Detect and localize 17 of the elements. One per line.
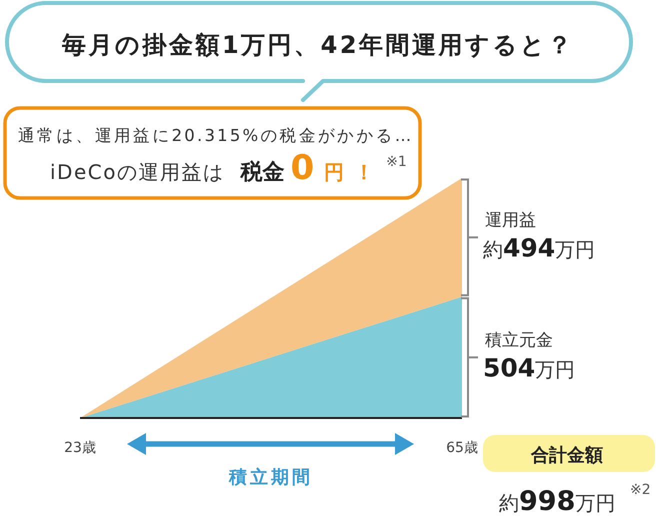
series-name: 積立元金 — [485, 330, 553, 350]
annotation: 合計金額 — [531, 445, 603, 466]
annotation: 約998万円 — [499, 486, 616, 517]
annotation: 税金 — [240, 160, 284, 185]
series-name: 運用益 — [485, 210, 536, 230]
value-label: 504万円 — [483, 353, 576, 382]
annotation: 0 — [290, 148, 314, 188]
annotation: ※2 — [630, 482, 651, 498]
x-tick-label: 23歳 — [64, 440, 96, 456]
annotation: iDeCoの運用益は — [50, 160, 224, 184]
value-label: 約494万円 — [483, 233, 596, 262]
annotation: 通常は、運用益に20.315%の税金がかかる… — [18, 126, 414, 145]
title: 毎月の掛金額1万円、42年間運用すると？ — [62, 31, 574, 59]
annotation: 積立期間 — [229, 467, 313, 488]
annotation: 円！ — [324, 160, 384, 184]
annotation: ※1 — [386, 154, 407, 170]
x-tick-label: 65歳 — [446, 440, 478, 456]
